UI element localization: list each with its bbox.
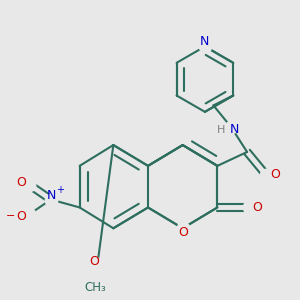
- Text: +: +: [56, 184, 64, 195]
- Text: O: O: [178, 226, 188, 239]
- Text: O: O: [90, 256, 100, 268]
- Text: −: −: [6, 212, 15, 221]
- Text: O: O: [270, 168, 280, 181]
- Text: N: N: [47, 189, 57, 202]
- Text: O: O: [16, 176, 26, 189]
- Text: N: N: [200, 35, 210, 48]
- Text: N: N: [230, 123, 239, 136]
- Text: O: O: [16, 210, 26, 223]
- Text: H: H: [217, 125, 226, 135]
- Text: CH₃: CH₃: [85, 281, 106, 294]
- Text: O: O: [252, 201, 262, 214]
